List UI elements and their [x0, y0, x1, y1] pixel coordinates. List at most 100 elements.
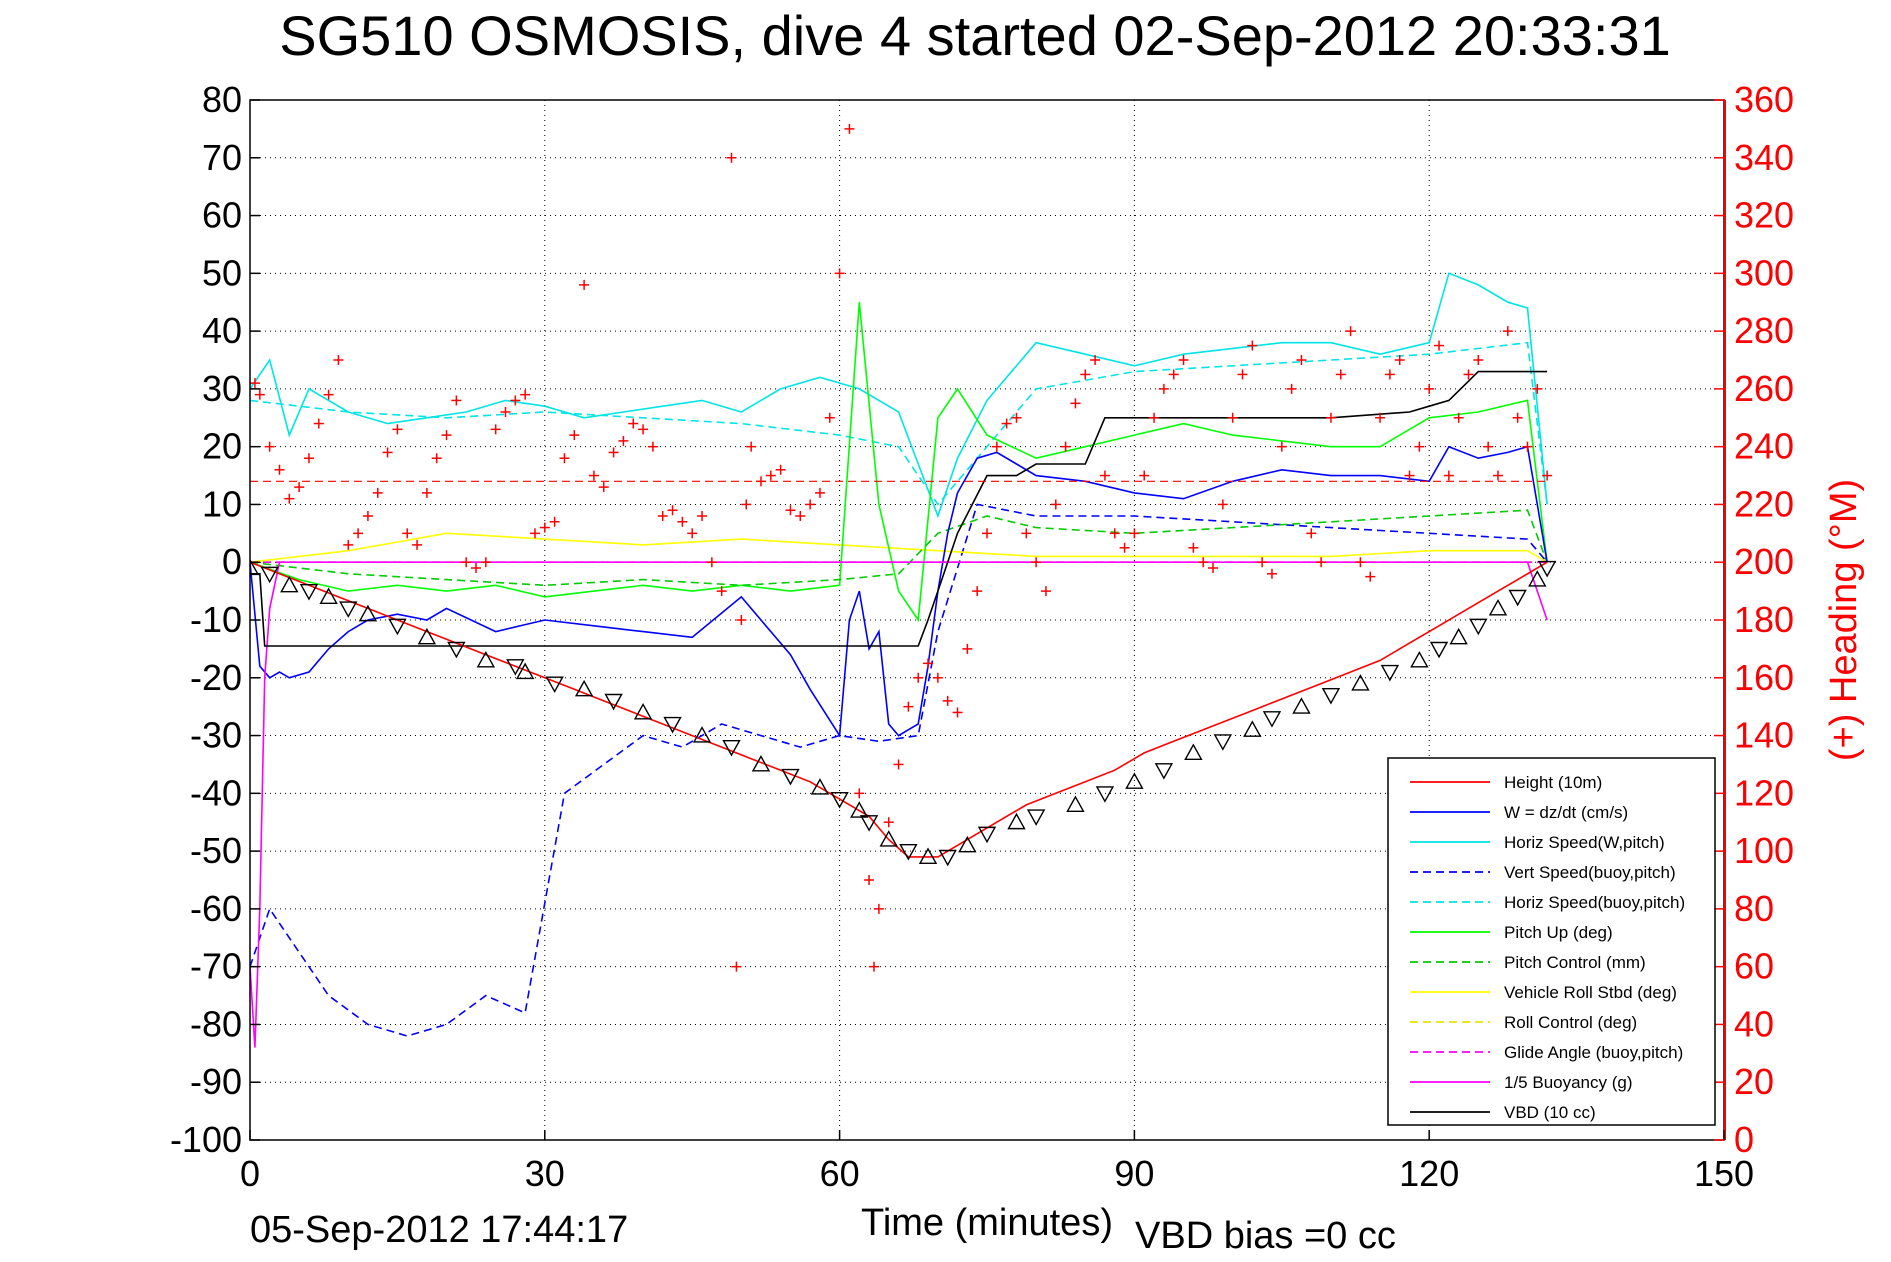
heading-point [250, 378, 260, 389]
heading-point [1188, 542, 1199, 553]
y-tick-label: -100 [170, 1119, 242, 1160]
tick-labels: 0 30 60 90 120 15080706050403020100-10-20-30-… [170, 79, 1794, 1194]
footer-timestamp: 05-Sep-2012 17:44:17 [250, 1209, 628, 1251]
heading-point [1276, 441, 1287, 452]
heading-point [520, 389, 531, 400]
profile-marker [1321, 688, 1341, 705]
heading-point [421, 487, 432, 498]
heading-point [1355, 557, 1366, 568]
y-right-tick-label: 80 [1734, 888, 1774, 929]
heading-point [765, 470, 776, 481]
y-tick-label: -80 [190, 1003, 242, 1044]
y-tick-label: 70 [202, 137, 242, 178]
series-line [250, 561, 1548, 1048]
heading-point [294, 482, 305, 493]
heading-point [323, 389, 334, 400]
heading-point [1021, 528, 1032, 539]
heading-point [1060, 441, 1071, 452]
heading-point [726, 152, 737, 163]
profile-marker [1528, 570, 1547, 587]
heading-point [451, 395, 462, 406]
heading-point [1365, 571, 1376, 582]
heading-point [1532, 383, 1543, 394]
profile-marker [781, 768, 800, 786]
chart-title: SG510 OSMOSIS, dive 4 started 02-Sep-201… [279, 4, 1671, 67]
heading-point [500, 407, 511, 417]
profile-marker [447, 641, 466, 659]
heading-point [677, 516, 688, 527]
y-tick-label: 30 [202, 368, 242, 409]
heading-point [667, 505, 678, 516]
heading-point [864, 875, 875, 885]
heading-point [274, 464, 285, 475]
heading-point [854, 788, 865, 799]
x-tick-label: 30 [525, 1153, 565, 1194]
profile-marker [1026, 809, 1046, 826]
profile-marker [358, 604, 378, 622]
heading-point [333, 355, 344, 365]
y-right-tick-label: 280 [1734, 310, 1794, 351]
profile-marker [879, 830, 898, 847]
profile-marker [810, 778, 830, 795]
legend-label: Pitch Control (mm) [1504, 953, 1646, 972]
y-tick-label: 80 [202, 79, 242, 120]
y-right-tick-label: 100 [1734, 830, 1794, 871]
right-axis-label: (+) Heading (°M) [1823, 479, 1865, 761]
heading-point [805, 499, 816, 510]
heading-point [569, 430, 580, 441]
profile-marker [388, 618, 407, 636]
heading-layer [250, 123, 1553, 972]
profile-marker [977, 826, 997, 844]
heading-point [893, 759, 904, 770]
y-tick-label: -40 [190, 772, 242, 813]
heading-point [657, 511, 668, 521]
y-tick-label: 20 [202, 426, 242, 467]
heading-point [313, 418, 324, 429]
heading-point [579, 279, 590, 290]
y-right-tick-label: 300 [1734, 252, 1794, 293]
heading-point [343, 539, 354, 550]
y-tick-label: -10 [190, 599, 242, 640]
y-right-tick-label: 120 [1734, 772, 1794, 813]
heading-point [362, 511, 373, 521]
y-right-tick-label: 0 [1734, 1119, 1754, 1160]
profile-marker [250, 558, 260, 576]
heading-point [588, 470, 599, 481]
legend-label: Height (10m) [1504, 773, 1602, 792]
y-tick-label: -50 [190, 830, 242, 871]
profile-marker [506, 659, 525, 676]
heading-point [982, 528, 992, 539]
heading-point [353, 528, 364, 539]
profile-marker [633, 703, 653, 720]
heading-point [382, 447, 393, 458]
heading-point [1542, 470, 1553, 481]
y-right-tick-label: 20 [1734, 1061, 1774, 1102]
profile-marker [751, 755, 771, 772]
y-right-tick-label: 240 [1734, 426, 1794, 467]
profile-marker [1380, 664, 1400, 682]
heading-point [1492, 470, 1503, 481]
legend-label: Pitch Up (deg) [1504, 923, 1613, 942]
profile-marker [339, 601, 358, 618]
profile-marker [899, 844, 918, 861]
heading-point [1473, 355, 1484, 365]
heading-point [1119, 542, 1130, 553]
profile-marker [476, 651, 496, 668]
series-line [250, 561, 1548, 858]
profile-marker [417, 627, 437, 645]
series-line [250, 370, 1548, 647]
heading-point [687, 528, 698, 539]
marker-layer [250, 558, 1557, 867]
profile-marker [1125, 772, 1144, 789]
heading-point [1237, 369, 1248, 380]
heading-point [1208, 563, 1219, 573]
y-tick-label: -70 [190, 946, 242, 987]
profile-marker [1262, 711, 1282, 728]
heading-point [736, 615, 747, 625]
profile-marker [859, 815, 879, 832]
heading-point [1453, 412, 1464, 423]
heading-point [883, 817, 894, 828]
heading-point [1031, 557, 1042, 568]
heading-point [903, 701, 914, 712]
heading-point [598, 482, 609, 493]
